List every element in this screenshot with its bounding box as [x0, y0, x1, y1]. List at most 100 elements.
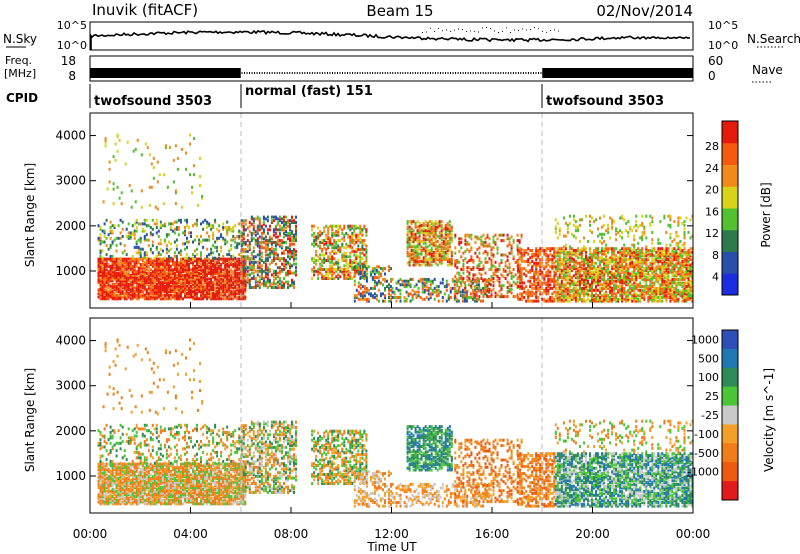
power-cell [440, 259, 443, 263]
power-cell [580, 252, 583, 256]
power-cell [141, 293, 144, 297]
power-cell [135, 245, 138, 249]
power-cell [131, 254, 134, 258]
power-cell [543, 299, 546, 303]
power-cell [553, 297, 556, 301]
power-cell [315, 269, 318, 273]
power-cell [186, 291, 188, 295]
power-cell [159, 275, 162, 279]
power-cell [484, 260, 487, 264]
power-cell [135, 259, 138, 263]
power-cell [365, 272, 368, 276]
power-cell [343, 255, 346, 259]
power-cell [500, 253, 503, 257]
power-cell [194, 272, 196, 275]
power-cell [238, 259, 241, 263]
power-cell [182, 257, 184, 261]
power-cell [222, 272, 225, 275]
power-cell [621, 270, 624, 274]
power-cell [603, 259, 606, 263]
power-cell [585, 299, 587, 303]
power-cell [572, 286, 575, 290]
power-cell [230, 279, 233, 283]
power-cell [232, 254, 235, 258]
power-cell [188, 295, 190, 299]
power-cell [169, 227, 172, 231]
power-cell [175, 282, 178, 286]
power-cell [438, 231, 441, 234]
power-cell [250, 266, 253, 270]
power-cell [119, 273, 122, 277]
power-cell [442, 236, 445, 240]
power-cell [589, 299, 591, 303]
power-cell [613, 296, 616, 299]
power-cell [216, 282, 219, 286]
power-cell [355, 226, 358, 230]
power-cell [129, 275, 132, 279]
power-cell [121, 290, 124, 294]
freq-tick-low: 8 [68, 69, 76, 83]
power-cell [621, 297, 624, 301]
power-cell [264, 235, 267, 239]
power-cell [623, 288, 626, 292]
power-cell [442, 258, 445, 262]
power-cell [599, 272, 601, 276]
power-cell [625, 268, 628, 272]
power-cell [472, 273, 475, 277]
power-cell [230, 291, 233, 295]
power-cell [454, 235, 457, 239]
power-cell [564, 256, 567, 260]
power-cell [506, 273, 509, 277]
power-cell [238, 288, 241, 292]
power-cell [464, 233, 467, 237]
power-cell [111, 291, 114, 295]
power-cell [224, 286, 227, 290]
power-cell [317, 271, 320, 275]
power-cell [486, 289, 489, 293]
power-cell [494, 273, 497, 277]
power-cell [281, 240, 283, 244]
power-cell [343, 268, 346, 271]
power-cell [139, 286, 142, 290]
power-cell [202, 261, 205, 265]
power-cell [147, 244, 150, 248]
power-cell [200, 295, 202, 299]
power-cell [291, 264, 293, 268]
power-cell [121, 264, 124, 268]
power-cell [248, 284, 251, 288]
power-cell [151, 233, 154, 237]
power-cell [422, 241, 425, 245]
power-cell [155, 297, 158, 301]
power-cell [254, 242, 257, 246]
power-cell [578, 270, 581, 274]
power-cell [293, 286, 295, 289]
power-cell [281, 269, 283, 273]
power-cell [198, 264, 200, 268]
power-cell [163, 275, 166, 279]
power-cell [605, 268, 608, 272]
power-cell [186, 224, 188, 228]
power-cell [564, 252, 567, 256]
power-cell [514, 273, 517, 277]
power-cell [560, 296, 563, 299]
power-cell [127, 257, 130, 261]
power-cell [133, 268, 136, 272]
power-cell [416, 236, 419, 240]
power-cell [111, 272, 114, 275]
power-cell [256, 240, 259, 244]
power-cell [611, 249, 614, 252]
power-cell [371, 267, 374, 271]
power-cell [373, 279, 376, 283]
power-cell [458, 260, 461, 264]
power-cell [329, 266, 332, 270]
power-cell [440, 250, 443, 254]
power-cell [347, 224, 350, 228]
power-cell [406, 234, 409, 238]
power-cell [408, 229, 411, 233]
power-cell [482, 299, 484, 303]
power-cell [159, 266, 162, 270]
power-cell [434, 240, 437, 243]
power-cell [202, 291, 205, 295]
power-cell [161, 282, 164, 286]
power-cell [464, 242, 467, 246]
